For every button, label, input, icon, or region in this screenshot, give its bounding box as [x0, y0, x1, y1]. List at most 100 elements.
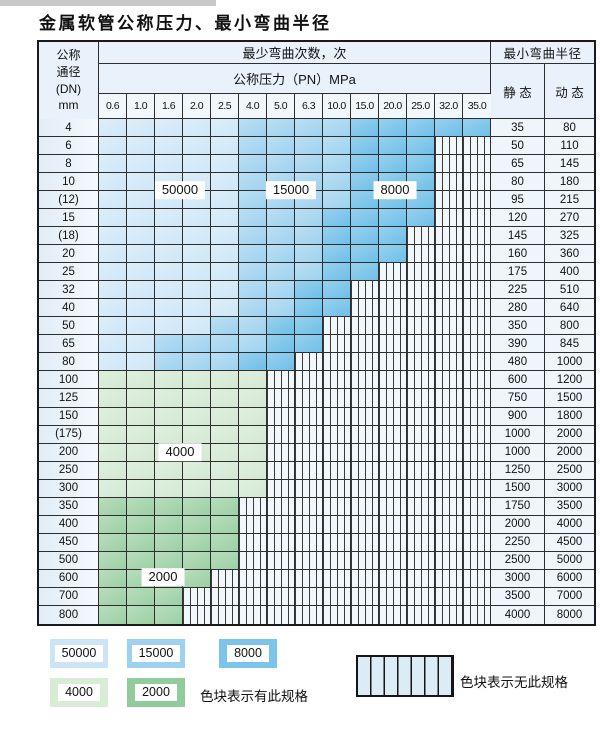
page-title: 金属软管公称压力、最小弯曲半径 [39, 14, 332, 34]
pressure-header-group: 最少弯曲次数，次 公称压力（PN）MPa 0.6 1.0 1.6 2.0 2.5 4.0 5… [99, 42, 491, 119]
spec-cell-50000 [155, 137, 183, 156]
spec-cell [407, 479, 435, 498]
spec-cell-8000 [351, 245, 379, 264]
spec-cell-4000 [211, 407, 239, 426]
table-row: (18) 145 325 [39, 227, 594, 246]
spec-cell [267, 443, 295, 462]
dynamic-radius-cell: 400 [545, 263, 594, 282]
pressure-column-header: 4.0 [239, 94, 267, 119]
spec-cell-50000 [183, 245, 211, 264]
legend-swatch-2000: 2000 [127, 678, 185, 707]
table-row: 65 390 845 [39, 335, 594, 354]
spec-cell [407, 569, 435, 588]
spec-cell-50000 [183, 119, 211, 138]
dynamic-radius-cell: 1800 [545, 407, 594, 426]
spec-cell-15000 [267, 155, 295, 174]
dn-value-cell: 20 [39, 245, 99, 264]
static-radius-cell: 4000 [491, 605, 545, 624]
spec-cell-15000 [267, 227, 295, 246]
spec-cell [435, 587, 463, 606]
spec-cell [407, 605, 435, 624]
spec-cell-4000 [99, 425, 127, 444]
spec-cell-8000 [323, 227, 351, 246]
spec-cell-50000 [99, 335, 127, 354]
spec-cell [351, 371, 379, 390]
spec-cell-50000 [99, 245, 127, 264]
spec-cell [407, 551, 435, 570]
spec-cell [463, 443, 491, 462]
spec-cell-15000 [323, 119, 351, 138]
table-row: (12) 95 215 [39, 191, 594, 210]
spec-cell-50000 [127, 119, 155, 138]
spec-cell [463, 191, 491, 210]
spec-cell-15000 [323, 137, 351, 156]
spec-cell [463, 389, 491, 408]
bend-cycles-header: 最少弯曲次数，次 [99, 42, 491, 64]
spec-cell-2000 [127, 497, 155, 516]
spec-cell-4000 [127, 407, 155, 426]
dynamic-radius-cell: 3000 [545, 479, 594, 498]
spec-cell [351, 281, 379, 300]
dn-value-cell: 800 [39, 605, 99, 624]
dn-value-cell: 65 [39, 335, 99, 354]
spec-cell [295, 497, 323, 516]
spec-cell-50000 [127, 209, 155, 228]
table-row: 4 35 80 [39, 119, 594, 138]
spec-cell [323, 461, 351, 480]
dynamic-radius-cell: 110 [545, 137, 594, 156]
spec-cell-50000 [127, 335, 155, 354]
spec-cell [239, 569, 267, 588]
spec-cell-50000 [127, 191, 155, 210]
spec-cell-4000 [99, 461, 127, 480]
spec-cell-50000 [99, 209, 127, 228]
spec-cell-4000 [99, 407, 127, 426]
spec-cell-8000 [379, 119, 407, 138]
spec-cell [463, 335, 491, 354]
dynamic-radius-cell: 80 [545, 119, 594, 138]
spec-cell-8000 [379, 209, 407, 228]
spec-cell [463, 317, 491, 336]
spec-cell [351, 443, 379, 462]
table-row: 80 480 1000 [39, 353, 594, 372]
dn-header-line: 通径 [56, 64, 81, 79]
spec-cell-4000 [183, 407, 211, 426]
spec-cell [267, 425, 295, 444]
spec-cell-2000 [99, 569, 127, 588]
dn-value-cell: 500 [39, 551, 99, 570]
pressure-column-header: 20.0 [379, 94, 407, 119]
spec-cell-4000 [127, 443, 155, 462]
static-radius-cell: 225 [491, 281, 545, 300]
spec-cell [435, 227, 463, 246]
spec-cell-2000 [99, 515, 127, 534]
spec-cell-2000 [211, 515, 239, 534]
spec-cell-50000 [211, 155, 239, 174]
spec-cell-2000 [211, 533, 239, 552]
static-radius-cell: 750 [491, 389, 545, 408]
dynamic-radius-cell: 1200 [545, 371, 594, 390]
dn-header-line: mm [58, 98, 79, 113]
spec-cell-15000 [267, 299, 295, 318]
spec-cell-15000 [239, 263, 267, 282]
spec-cell [407, 263, 435, 282]
spec-cell-15000 [267, 245, 295, 264]
spec-cell-8000 [267, 353, 295, 372]
spec-cell-15000 [295, 209, 323, 228]
spec-cell-15000 [323, 173, 351, 192]
table-row: 250 1250 2500 [39, 461, 594, 480]
spec-table: 公称 通径 (DN) mm 最少弯曲次数，次 公称压力（PN）MPa 0.6 1.0 1.… [37, 40, 596, 626]
spec-cell-8000 [435, 119, 463, 138]
static-radius-cell: 50 [491, 137, 545, 156]
pressure-column-header: 15.0 [351, 94, 379, 119]
spec-cell-15000 [295, 227, 323, 246]
spec-cell [379, 317, 407, 336]
dynamic-radius-cell: 7000 [545, 587, 594, 606]
spec-cell [323, 605, 351, 624]
spec-cell-8000 [267, 317, 295, 336]
spec-cell-8000 [295, 299, 323, 318]
spec-cell [435, 605, 463, 624]
legend-swatch-4000: 4000 [50, 678, 108, 707]
spec-cell [295, 461, 323, 480]
spec-cell-15000 [295, 119, 323, 138]
pressure-column-header: 25.0 [407, 94, 435, 119]
